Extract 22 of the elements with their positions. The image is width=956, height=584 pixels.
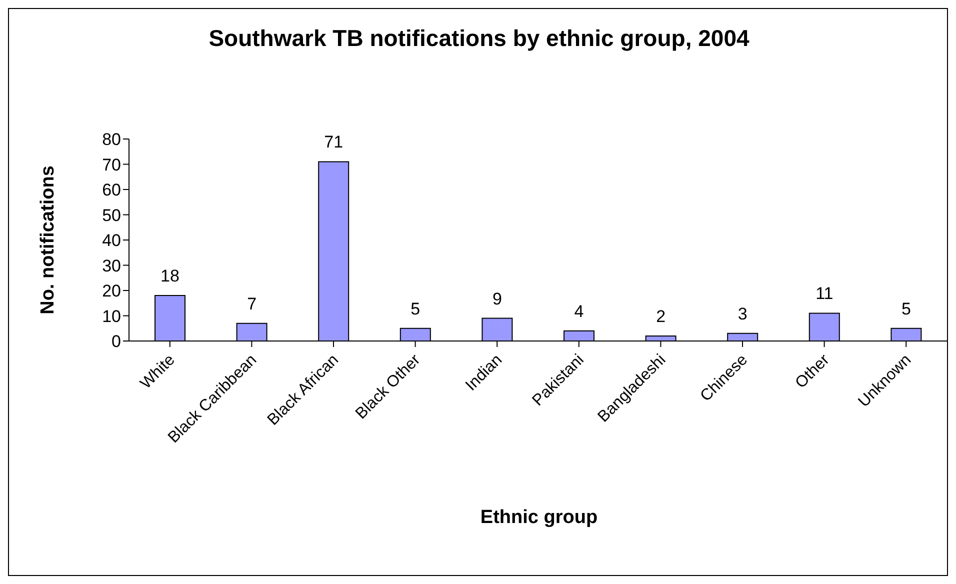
data-label: 71	[324, 132, 344, 152]
data-label: 3	[738, 304, 748, 324]
chart-title: Southwark TB notifications by ethnic group, 2004	[208, 25, 750, 52]
y-tick-label: 60	[102, 180, 121, 200]
y-tick-label: 30	[102, 256, 121, 276]
y-tick-label: 40	[102, 231, 121, 250]
data-label: 18	[160, 266, 180, 286]
y-tick-label: 20	[102, 282, 121, 301]
y-axis-title: No. notifications	[38, 166, 59, 314]
y-tick-label: 80	[102, 130, 121, 150]
data-label: 9	[492, 289, 502, 308]
y-tick-label: 50	[102, 206, 121, 225]
y-tick-label: 10	[102, 306, 121, 326]
data-label: 4	[574, 302, 584, 321]
y-tick-label: 0	[112, 332, 121, 352]
data-label: 5	[901, 299, 911, 318]
data-label: 7	[247, 294, 257, 314]
data-label: 11	[816, 284, 834, 304]
y-tick-label: 70	[102, 155, 121, 174]
data-label: 5	[410, 299, 420, 318]
x-axis-title: Ethnic group	[479, 507, 599, 529]
data-label: 2	[656, 306, 666, 326]
